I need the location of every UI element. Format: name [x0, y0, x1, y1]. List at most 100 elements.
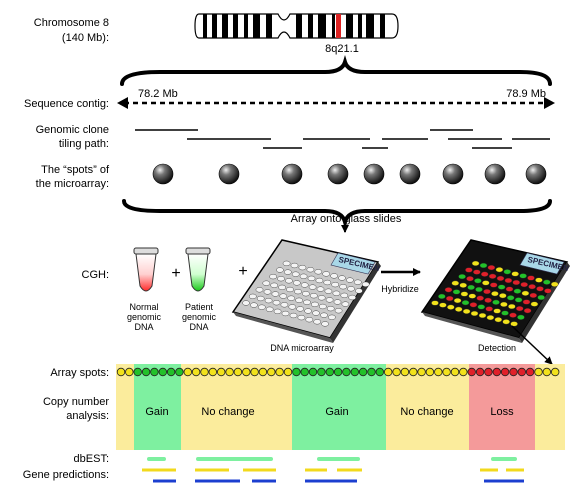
slide-spot	[488, 273, 497, 279]
array-spot	[542, 367, 551, 377]
slide-spot	[465, 267, 473, 273]
slide-spot	[514, 297, 523, 303]
array-spot	[442, 367, 451, 377]
slide-spot	[497, 284, 506, 290]
detection-label: Detection	[478, 343, 516, 353]
slide-spot	[536, 286, 544, 292]
slide-spot	[296, 306, 305, 312]
copy-number-label-2: analysis:	[66, 410, 109, 422]
slide-spot	[256, 295, 265, 302]
copy-number-label: Copy number	[43, 396, 109, 408]
slide-spot	[340, 292, 349, 299]
slide-spot	[277, 276, 285, 282]
slide-spot	[320, 312, 328, 318]
array-spot	[175, 367, 184, 377]
slide-spot	[326, 306, 335, 312]
slide-spot	[269, 274, 277, 280]
sequence-contig-label: Sequence contig:	[24, 98, 109, 110]
array-spot	[292, 367, 301, 377]
array-spot	[342, 367, 351, 377]
slide-spot	[445, 295, 454, 302]
array-spot	[484, 367, 493, 377]
slide-spot	[264, 298, 273, 304]
chromosome-ideogram	[194, 13, 399, 39]
slide-spot	[300, 282, 309, 288]
microarray-spots	[152, 163, 547, 185]
slide-spot	[283, 269, 292, 275]
array-spot	[225, 367, 234, 377]
array-spot	[125, 367, 134, 377]
array-spot	[367, 367, 376, 377]
slide-spot	[489, 282, 498, 288]
region-bg-neutral-2	[386, 364, 469, 450]
slide-spot	[303, 299, 311, 305]
slide-spot	[476, 295, 485, 301]
array-spot	[358, 367, 368, 377]
patient-dna-label-2: genomic	[182, 312, 217, 322]
slide-spot	[353, 279, 362, 285]
slide-spot	[491, 291, 499, 297]
slide-spot	[512, 279, 521, 286]
microarray-spot	[399, 163, 421, 185]
slide-spot	[496, 275, 505, 282]
array-spot	[283, 367, 293, 377]
slide-spot	[308, 284, 317, 290]
slide-spot	[262, 280, 271, 286]
slide-spot	[486, 315, 495, 321]
gene-intron-gap	[498, 468, 506, 472]
chromosome-band	[318, 14, 326, 38]
array-spot	[333, 367, 343, 377]
slide-spot	[306, 267, 315, 273]
slide-spot	[311, 301, 319, 308]
chromosome-band	[212, 14, 217, 38]
slide-spot	[502, 319, 511, 325]
slide-spot	[304, 308, 312, 314]
chromosome-band	[244, 14, 248, 38]
array-spot	[517, 367, 526, 377]
normal-dna-label-3: DNA	[134, 322, 153, 332]
slide-spot	[323, 279, 332, 286]
slide-spot	[451, 280, 460, 286]
chromosome-band	[366, 14, 374, 38]
array-spot	[509, 367, 518, 377]
array-spot	[475, 367, 485, 377]
slide-spot	[309, 293, 318, 299]
slide-spot	[477, 304, 486, 310]
region-label-neutral-2: No change	[400, 406, 453, 418]
slide-spot	[506, 295, 515, 301]
microarray-spot	[525, 163, 547, 185]
region-label-gain-1: Gain	[145, 406, 168, 418]
slide-spot	[498, 293, 507, 299]
array-spot	[417, 367, 426, 377]
array-spot	[150, 367, 159, 377]
gene-predictions-track	[142, 468, 524, 483]
detection-slide: SPECIMEN	[420, 239, 570, 343]
slide-spot	[527, 275, 535, 281]
contig-end: 78.9 Mb	[506, 88, 546, 100]
slide-spot	[276, 267, 284, 273]
slide-spot	[494, 317, 503, 323]
array-spot	[459, 367, 468, 377]
slide-spot	[444, 287, 453, 293]
slide-spot	[515, 306, 524, 312]
contig-arrow-right	[544, 97, 555, 109]
slide-spot	[481, 280, 490, 286]
slide-spot	[505, 286, 514, 292]
slide-spot	[242, 300, 250, 306]
slide-spot	[331, 282, 340, 288]
slide-spot	[305, 317, 314, 323]
slide-spot	[271, 291, 280, 297]
array-spot	[467, 367, 476, 377]
band-8q21-1-marker	[336, 14, 341, 38]
gene-intron-gap	[229, 468, 243, 472]
slide-spot	[459, 282, 468, 288]
slide-spot	[517, 314, 525, 320]
slide-spot	[286, 286, 294, 293]
slide-spot	[431, 300, 439, 306]
slide-spot	[453, 298, 462, 304]
slide-spot	[475, 286, 483, 293]
array-spot	[308, 367, 318, 377]
hybridize-label: Hybridize	[381, 284, 419, 294]
microarray-spot	[281, 163, 303, 185]
